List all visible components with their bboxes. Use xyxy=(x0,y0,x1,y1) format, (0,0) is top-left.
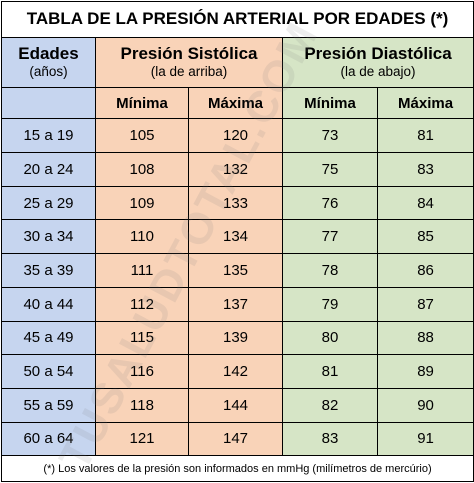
systolic-max-cell: 133 xyxy=(188,185,283,221)
age-cell: 55 a 59 xyxy=(1,387,96,423)
table-title: TABLA DE LA PRESIÓN ARTERIAL POR EDADES … xyxy=(0,1,474,38)
diastolic-min-cell: 81 xyxy=(282,354,378,389)
systolic-max-cell: 147 xyxy=(188,421,283,457)
table-row: 30 a 34 110 134 77 85 xyxy=(1,219,474,255)
systolic-min-cell: 121 xyxy=(95,421,189,457)
diastolic-max-cell: 85 xyxy=(376,219,474,255)
systolic-max-cell: 132 xyxy=(188,152,283,187)
systolic-min-cell: 116 xyxy=(95,354,189,389)
diastolic-min-cell: 77 xyxy=(282,219,378,255)
diastolic-max-cell: 91 xyxy=(376,421,474,457)
diastolic-max-cell: 88 xyxy=(376,320,474,356)
table-row: 20 a 24 108 132 75 83 xyxy=(1,152,474,187)
footnote-row: (*) Los valores de la presión son inform… xyxy=(0,455,474,482)
diastolic-max-cell: 86 xyxy=(376,253,474,288)
systolic-header-sub: (la de arriba) xyxy=(150,64,228,80)
diastolic-max-cell: 83 xyxy=(376,152,474,187)
table-row: 60 a 64 121 147 83 91 xyxy=(1,421,474,457)
diastolic-min-cell: 78 xyxy=(282,253,378,288)
systolic-max-cell: 142 xyxy=(188,354,283,389)
diastolic-min-cell: 80 xyxy=(282,320,378,356)
diastolic-min-header: Mínima xyxy=(282,86,378,120)
age-cell: 60 a 64 xyxy=(1,421,96,457)
systolic-max-cell: 135 xyxy=(188,253,283,288)
systolic-max-cell: 137 xyxy=(188,286,283,322)
diastolic-max-cell: 84 xyxy=(376,185,474,221)
diastolic-max-header: Máxima xyxy=(376,86,474,120)
age-header-label: Edades xyxy=(18,44,79,64)
diastolic-min-cell: 82 xyxy=(282,387,378,423)
diastolic-max-cell: 90 xyxy=(376,387,474,423)
systolic-min-cell: 109 xyxy=(95,185,189,221)
age-cell: 20 a 24 xyxy=(1,152,96,187)
systolic-max-cell: 134 xyxy=(188,219,283,255)
diastolic-min-cell: 79 xyxy=(282,286,378,322)
systolic-max-header: Máxima xyxy=(188,86,283,120)
systolic-min-cell: 105 xyxy=(95,118,189,154)
age-cell: 25 a 29 xyxy=(1,185,96,221)
table-row: 25 a 29 109 133 76 84 xyxy=(1,185,474,221)
age-header-unit: (años) xyxy=(29,64,68,80)
footnote: (*) Los valores de la presión son inform… xyxy=(0,455,474,482)
systolic-min-header: Mínima xyxy=(95,86,189,120)
subheader-row: Mínima Máxima Mínima Máxima xyxy=(1,86,474,120)
age-header: Edades (años) xyxy=(1,36,96,88)
systolic-max-cell: 120 xyxy=(188,118,283,154)
header-row: Edades (años) Presión Sistólica (la de a… xyxy=(1,36,474,88)
age-cell: 40 a 44 xyxy=(1,286,96,322)
diastolic-min-cell: 73 xyxy=(282,118,378,154)
table-row: 50 a 54 116 142 81 89 xyxy=(1,354,474,389)
systolic-min-cell: 108 xyxy=(95,152,189,187)
systolic-min-cell: 111 xyxy=(95,253,189,288)
diastolic-min-cell: 75 xyxy=(282,152,378,187)
title-row: TABLA DE LA PRESIÓN ARTERIAL POR EDADES … xyxy=(0,1,474,38)
age-subheader-empty xyxy=(1,86,96,120)
diastolic-header: Presión Diastólica (la de abajo) xyxy=(281,36,474,88)
systolic-min-cell: 118 xyxy=(95,387,189,423)
age-cell: 35 a 39 xyxy=(1,253,96,288)
diastolic-max-cell: 89 xyxy=(376,354,474,389)
table-row: 45 a 49 115 139 80 88 xyxy=(1,320,474,356)
diastolic-min-cell: 76 xyxy=(282,185,378,221)
systolic-max-cell: 139 xyxy=(188,320,283,356)
age-cell: 15 a 19 xyxy=(1,118,96,154)
systolic-min-cell: 112 xyxy=(95,286,189,322)
systolic-min-cell: 115 xyxy=(95,320,189,356)
diastolic-max-cell: 87 xyxy=(376,286,474,322)
table-row: 35 a 39 111 135 78 86 xyxy=(1,253,474,288)
age-cell: 50 a 54 xyxy=(1,354,96,389)
systolic-min-cell: 110 xyxy=(95,219,189,255)
diastolic-header-label: Presión Diastólica xyxy=(304,44,452,64)
systolic-header: Presión Sistólica (la de arriba) xyxy=(95,36,283,88)
age-cell: 45 a 49 xyxy=(1,320,96,356)
age-cell: 30 a 34 xyxy=(1,219,96,255)
diastolic-min-cell: 83 xyxy=(282,421,378,457)
table-row: 55 a 59 118 144 82 90 xyxy=(1,387,474,423)
diastolic-header-sub: (la de abajo) xyxy=(340,64,416,80)
systolic-max-cell: 144 xyxy=(188,387,283,423)
systolic-header-label: Presión Sistólica xyxy=(120,44,258,64)
table-row: 15 a 19 105 120 73 81 xyxy=(1,118,474,154)
table-row: 40 a 44 112 137 79 87 xyxy=(1,286,474,322)
diastolic-max-cell: 81 xyxy=(376,118,474,154)
